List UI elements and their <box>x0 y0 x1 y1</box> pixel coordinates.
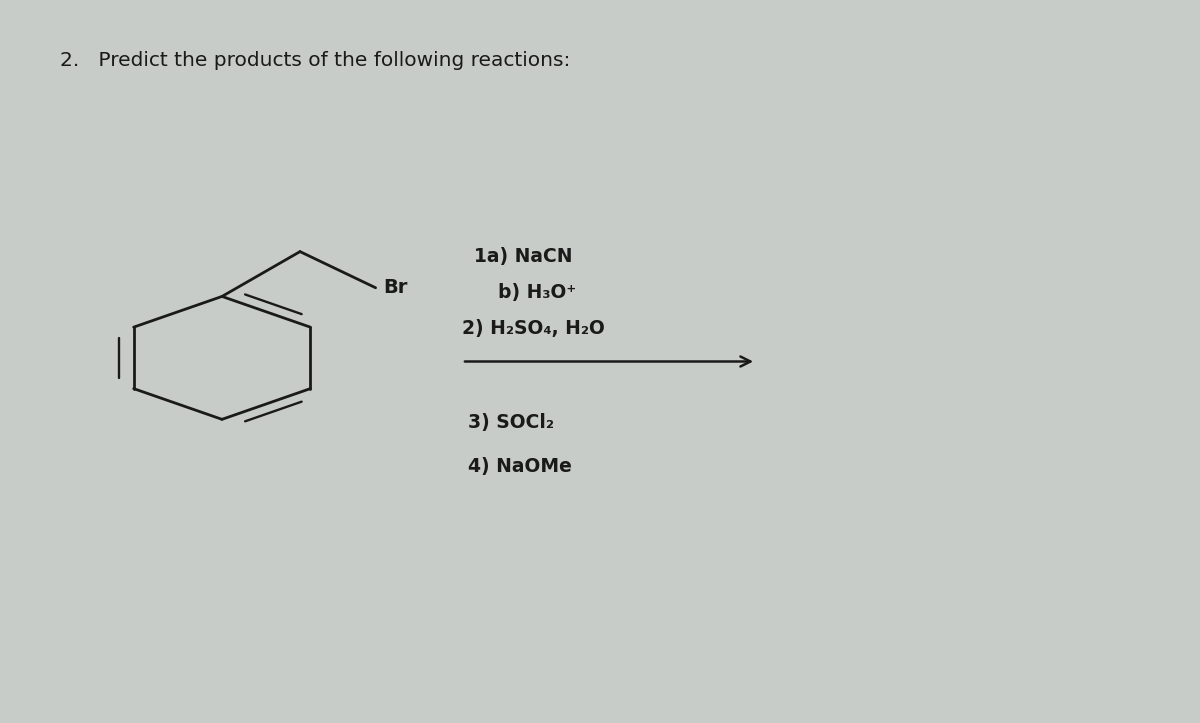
Text: 2) H₂SO₄, H₂O: 2) H₂SO₄, H₂O <box>462 320 605 338</box>
Text: b) H₃O⁺: b) H₃O⁺ <box>498 283 576 302</box>
Text: 4) NaOMe: 4) NaOMe <box>468 457 572 476</box>
Text: 2.   Predict the products of the following reactions:: 2. Predict the products of the following… <box>60 51 570 69</box>
Text: 1a) NaCN: 1a) NaCN <box>474 247 572 266</box>
Text: Br: Br <box>383 278 407 297</box>
Text: 3) SOCl₂: 3) SOCl₂ <box>468 414 554 432</box>
